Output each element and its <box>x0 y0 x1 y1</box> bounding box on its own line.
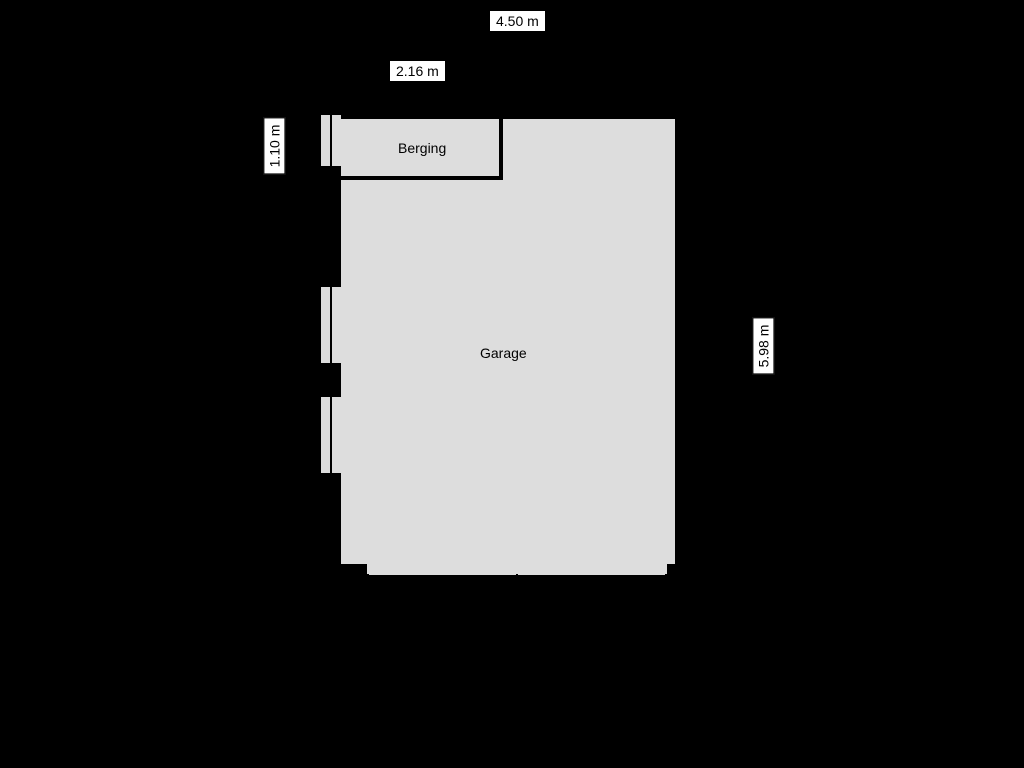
room-label-berging: Berging <box>398 140 446 156</box>
dim-right-total-tick-t <box>752 310 762 312</box>
berging-wall-right <box>499 119 503 180</box>
window-2-mid <box>330 285 332 365</box>
dim-left-berging-tick-t <box>263 110 273 112</box>
outer-wall-right <box>675 108 686 575</box>
room-label-garage: Garage <box>480 345 527 361</box>
dim-top-total-tick-l <box>467 14 469 24</box>
garage-door-cap-right <box>665 574 667 585</box>
dim-left-berging: 1.10 m <box>263 118 285 175</box>
dim-top-berging-tick-l <box>367 64 369 74</box>
floorplan-canvas: Berging Garage 4.50 m 2.16 m 1.10 m 5.98… <box>0 0 1024 768</box>
garage-door-cap-left <box>367 574 369 585</box>
garage-door-divider <box>516 574 518 585</box>
berging-wall-bottom <box>341 176 503 180</box>
window-3-mid <box>330 395 332 475</box>
dim-top-berging: 2.16 m <box>389 60 446 82</box>
dim-top-total-tick-r <box>555 14 557 24</box>
dim-left-berging-tick-b <box>263 178 273 180</box>
outer-wall-top <box>330 108 686 119</box>
dim-top-total: 4.50 m <box>489 10 546 32</box>
dim-right-total-tick-b <box>752 378 762 380</box>
dim-right-total: 5.98 m <box>752 318 774 375</box>
window-1-mid <box>330 113 332 168</box>
dim-top-berging-tick-r <box>455 64 457 74</box>
